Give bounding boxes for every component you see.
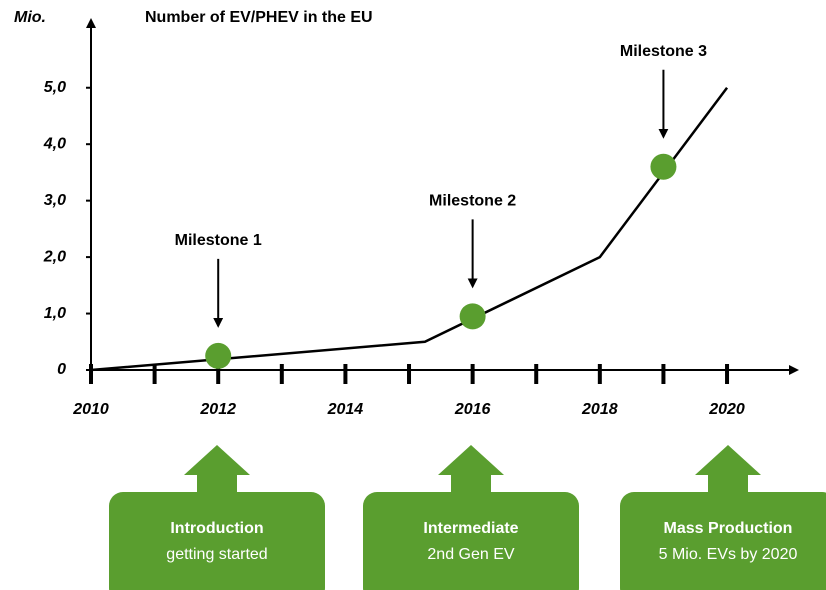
y-tick-label: 2,0 bbox=[43, 248, 66, 265]
phase-arrow bbox=[184, 445, 250, 495]
phase-arrow bbox=[695, 445, 761, 495]
y-tick-label: 4,0 bbox=[43, 135, 66, 152]
line bbox=[90, 86, 729, 372]
y-tick-label: 3,0 bbox=[44, 192, 66, 209]
phase-box bbox=[363, 492, 579, 590]
y-tick-label: 0 bbox=[57, 361, 66, 378]
x-tick-label: 2020 bbox=[708, 401, 745, 418]
x-tick-label: 2010 bbox=[72, 401, 109, 418]
x-tick-label: 2014 bbox=[327, 401, 364, 418]
phase-title: Intermediate bbox=[423, 520, 518, 537]
phase-box bbox=[620, 492, 826, 590]
x-tick-label: 2018 bbox=[581, 401, 618, 418]
milestone-label: Milestone 3 bbox=[620, 43, 707, 60]
phase-subtitle: getting started bbox=[166, 546, 267, 563]
phase-subtitle: 2nd Gen EV bbox=[427, 546, 515, 563]
x-tick-label: 2012 bbox=[199, 401, 236, 418]
y-tick-label: 5,0 bbox=[44, 79, 66, 96]
phase-box bbox=[109, 492, 325, 590]
phase-title: Mass Production bbox=[664, 520, 793, 537]
chart-title: Number of EV/PHEV in the EU bbox=[145, 9, 373, 26]
milestone-dot bbox=[459, 303, 486, 330]
milestone-label: Milestone 1 bbox=[175, 232, 262, 249]
y-axis-label: Mio. bbox=[14, 9, 46, 26]
y-tick-label: 1,0 bbox=[44, 305, 66, 322]
milestone-dot bbox=[205, 342, 232, 369]
milestone-label: Milestone 2 bbox=[429, 193, 516, 210]
phase-arrow bbox=[438, 445, 504, 495]
phase-title: Introduction bbox=[170, 520, 263, 537]
milestone-dot bbox=[650, 153, 677, 180]
x-tick-label: 2016 bbox=[454, 401, 491, 418]
phase-subtitle: 5 Mio. EVs by 2020 bbox=[659, 546, 798, 563]
